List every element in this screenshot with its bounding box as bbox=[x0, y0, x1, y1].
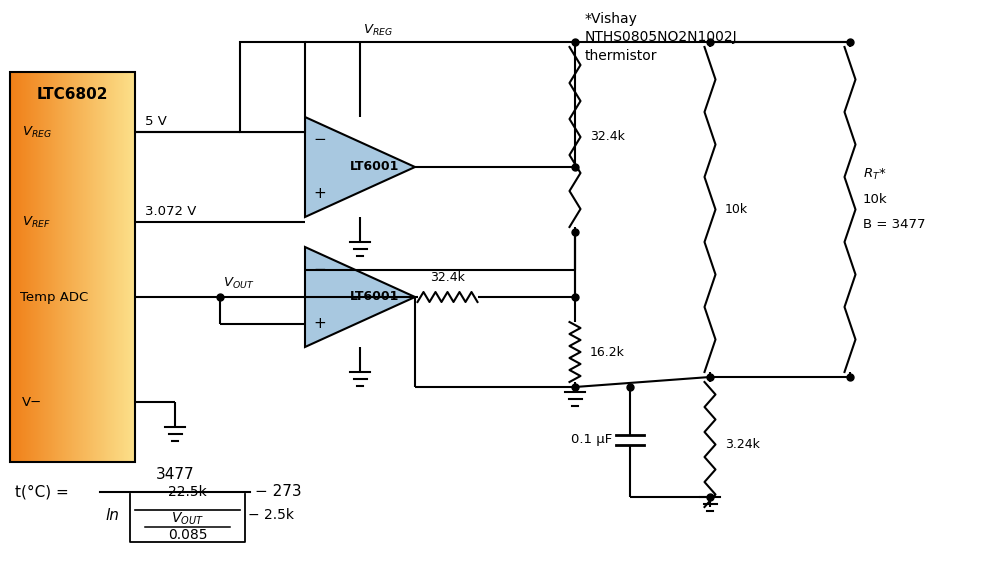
Text: 3.072 V: 3.072 V bbox=[145, 205, 196, 218]
Text: 16.2k: 16.2k bbox=[590, 345, 625, 358]
Polygon shape bbox=[305, 117, 415, 217]
Text: $V_{OUT}$: $V_{OUT}$ bbox=[171, 511, 204, 527]
Text: 0.1 μF: 0.1 μF bbox=[571, 433, 612, 446]
Text: 22.5k: 22.5k bbox=[168, 485, 207, 499]
Text: LT6001: LT6001 bbox=[350, 160, 400, 174]
Text: +: + bbox=[314, 316, 326, 332]
Text: $V_{REF}$: $V_{REF}$ bbox=[22, 214, 51, 230]
Text: V−: V− bbox=[22, 396, 42, 408]
Text: − 273: − 273 bbox=[255, 484, 302, 500]
Text: 0.085: 0.085 bbox=[168, 528, 207, 542]
Text: 10k: 10k bbox=[725, 203, 748, 216]
Bar bbox=[240, 42, 305, 132]
Text: $V_{REG}$: $V_{REG}$ bbox=[22, 124, 52, 139]
Text: 32.4k: 32.4k bbox=[430, 271, 465, 284]
Text: 32.4k: 32.4k bbox=[590, 130, 625, 143]
Text: $V_{REG}$: $V_{REG}$ bbox=[363, 23, 393, 38]
Text: $V_{OUT}$: $V_{OUT}$ bbox=[223, 276, 254, 291]
Polygon shape bbox=[305, 247, 415, 347]
Text: − 2.5k: − 2.5k bbox=[248, 508, 294, 522]
Text: *Vishay
NTHS0805NO2N1002J
thermistor: *Vishay NTHS0805NO2N1002J thermistor bbox=[585, 12, 738, 63]
Bar bbox=[10, 72, 135, 462]
Text: +: + bbox=[314, 187, 326, 201]
Text: −: − bbox=[314, 133, 326, 147]
Text: 3477: 3477 bbox=[156, 467, 194, 482]
Text: Temp ADC: Temp ADC bbox=[20, 290, 88, 303]
Text: B = 3477: B = 3477 bbox=[863, 218, 926, 231]
Text: 10k: 10k bbox=[863, 193, 888, 206]
Text: 3.24k: 3.24k bbox=[725, 438, 760, 451]
Text: $R_T$*: $R_T$* bbox=[863, 167, 887, 182]
Text: −: − bbox=[314, 263, 326, 277]
Text: 5 V: 5 V bbox=[145, 115, 167, 128]
Text: LTC6802: LTC6802 bbox=[37, 87, 108, 102]
Text: t(°C) =: t(°C) = bbox=[15, 484, 69, 500]
Text: LT6001: LT6001 bbox=[350, 290, 400, 303]
Text: ln: ln bbox=[105, 507, 119, 523]
